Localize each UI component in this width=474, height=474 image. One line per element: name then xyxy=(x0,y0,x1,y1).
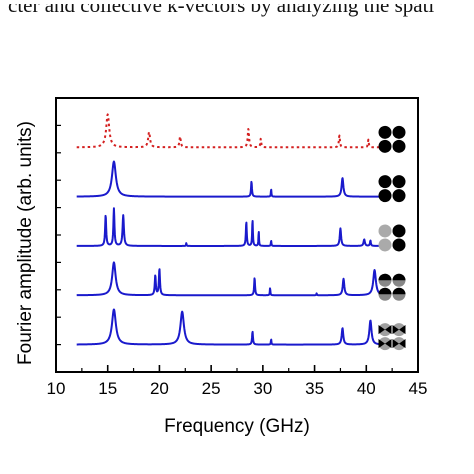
x-tick-label: 45 xyxy=(409,379,428,398)
spectrum-line-3 xyxy=(76,207,384,247)
x-axis-label: Frequency (GHz) xyxy=(164,416,310,437)
spectrum-line-5 xyxy=(76,308,384,346)
icon-four-black-discs xyxy=(378,125,406,153)
x-tick-label: 35 xyxy=(305,379,324,398)
x-tick-label: 20 xyxy=(150,379,169,398)
x-tick-label: 40 xyxy=(357,379,376,398)
x-tick-labels: 10 15 20 25 30 35 40 45 xyxy=(47,379,428,398)
spectrum-line-1 xyxy=(76,113,384,149)
spectrum-line-2 xyxy=(76,160,384,198)
x-tick-label: 25 xyxy=(202,379,221,398)
icon-four-black-discs xyxy=(378,175,406,203)
spectrum-line-4 xyxy=(76,261,384,297)
caption-line: cter and collective k-vectors by analyzi… xyxy=(8,4,435,17)
y-axis-label: Fourier amplitude (arb. units) xyxy=(15,121,36,365)
icon-half-black-discs xyxy=(378,273,406,301)
caption-text: cter and collective k-vectors by analyzi… xyxy=(0,4,474,32)
magnetization-icons xyxy=(378,125,406,351)
icon-bowtie-discs xyxy=(378,323,406,351)
x-tick-label: 10 xyxy=(47,379,66,398)
series-layer xyxy=(76,113,384,346)
x-tick-label: 30 xyxy=(253,379,272,398)
plot-axes xyxy=(55,97,419,373)
icon-black-gray-discs xyxy=(378,224,406,252)
x-tick-label: 15 xyxy=(98,379,117,398)
